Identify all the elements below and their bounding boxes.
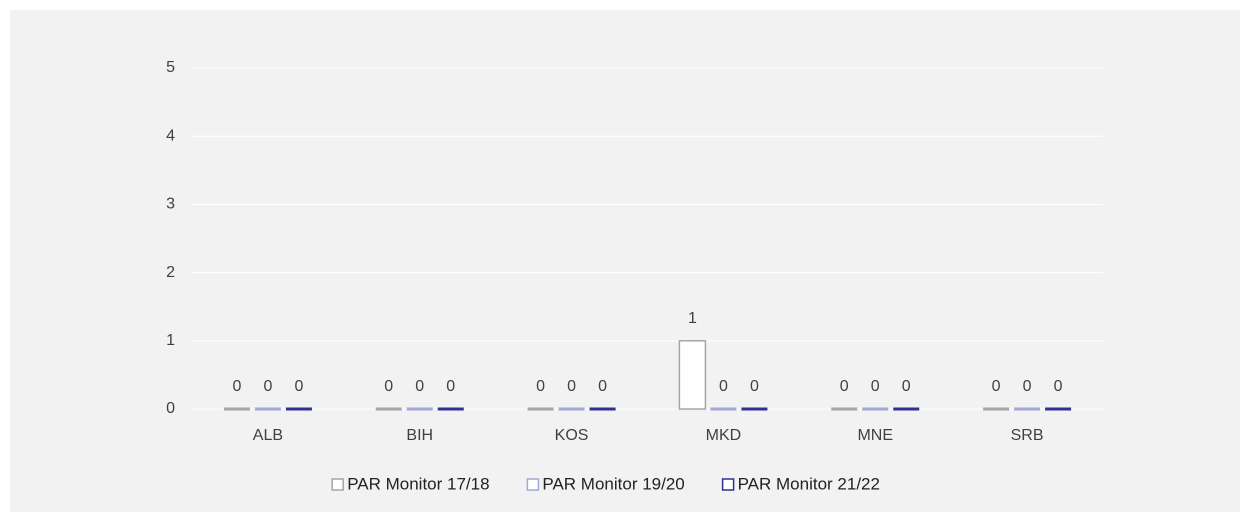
bar xyxy=(527,407,554,411)
x-tick-label: MKD xyxy=(706,427,742,444)
data-label: 0 xyxy=(902,378,911,395)
x-tick-label: KOS xyxy=(555,427,589,444)
data-label: 0 xyxy=(719,378,728,395)
bar xyxy=(406,407,433,411)
data-label: 0 xyxy=(1054,378,1063,395)
legend-swatch xyxy=(526,478,540,491)
data-label: 0 xyxy=(294,378,303,395)
y-tick-label: 3 xyxy=(166,196,175,213)
x-tick-label: ALB xyxy=(253,427,283,444)
bar xyxy=(893,407,920,411)
x-tick-label: BIH xyxy=(406,427,433,444)
data-label: 0 xyxy=(536,378,545,395)
data-label: 0 xyxy=(446,378,455,395)
bar xyxy=(1014,407,1041,411)
bar xyxy=(710,407,737,411)
legend-label: PAR Monitor 17/18 xyxy=(347,474,489,493)
data-label: 0 xyxy=(992,378,1001,395)
bar xyxy=(285,407,312,411)
data-label: 0 xyxy=(232,378,241,395)
bar xyxy=(862,407,889,411)
data-label: 0 xyxy=(1023,378,1032,395)
data-label: 0 xyxy=(567,378,576,395)
data-label: 0 xyxy=(840,378,849,395)
bar xyxy=(1045,407,1072,411)
legend-label: PAR Monitor 19/20 xyxy=(542,474,684,493)
bar xyxy=(831,407,858,411)
bar xyxy=(437,407,464,411)
bar xyxy=(223,407,250,411)
data-label: 0 xyxy=(263,378,272,395)
chart-background xyxy=(10,10,1240,512)
data-label: 0 xyxy=(598,378,607,395)
data-label: 0 xyxy=(415,378,424,395)
bar xyxy=(983,407,1010,411)
legend-label: PAR Monitor 21/22 xyxy=(738,474,880,493)
y-tick-label: 5 xyxy=(166,59,175,76)
data-label: 0 xyxy=(750,378,759,395)
bar xyxy=(741,407,768,411)
data-label: 1 xyxy=(688,310,697,327)
y-tick-label: 1 xyxy=(166,332,175,349)
bar xyxy=(678,340,707,410)
data-label: 0 xyxy=(871,378,880,395)
legend-swatch xyxy=(721,478,735,491)
x-tick-label: SRB xyxy=(1011,427,1044,444)
bar xyxy=(589,407,616,411)
bar xyxy=(558,407,585,411)
y-tick-label: 4 xyxy=(166,127,175,144)
bar xyxy=(375,407,402,411)
y-tick-label: 0 xyxy=(166,400,175,417)
y-tick-label: 2 xyxy=(166,264,175,281)
legend-swatch xyxy=(331,478,344,491)
data-label: 0 xyxy=(384,378,393,395)
x-tick-label: MNE xyxy=(857,427,893,444)
bar xyxy=(254,407,281,411)
